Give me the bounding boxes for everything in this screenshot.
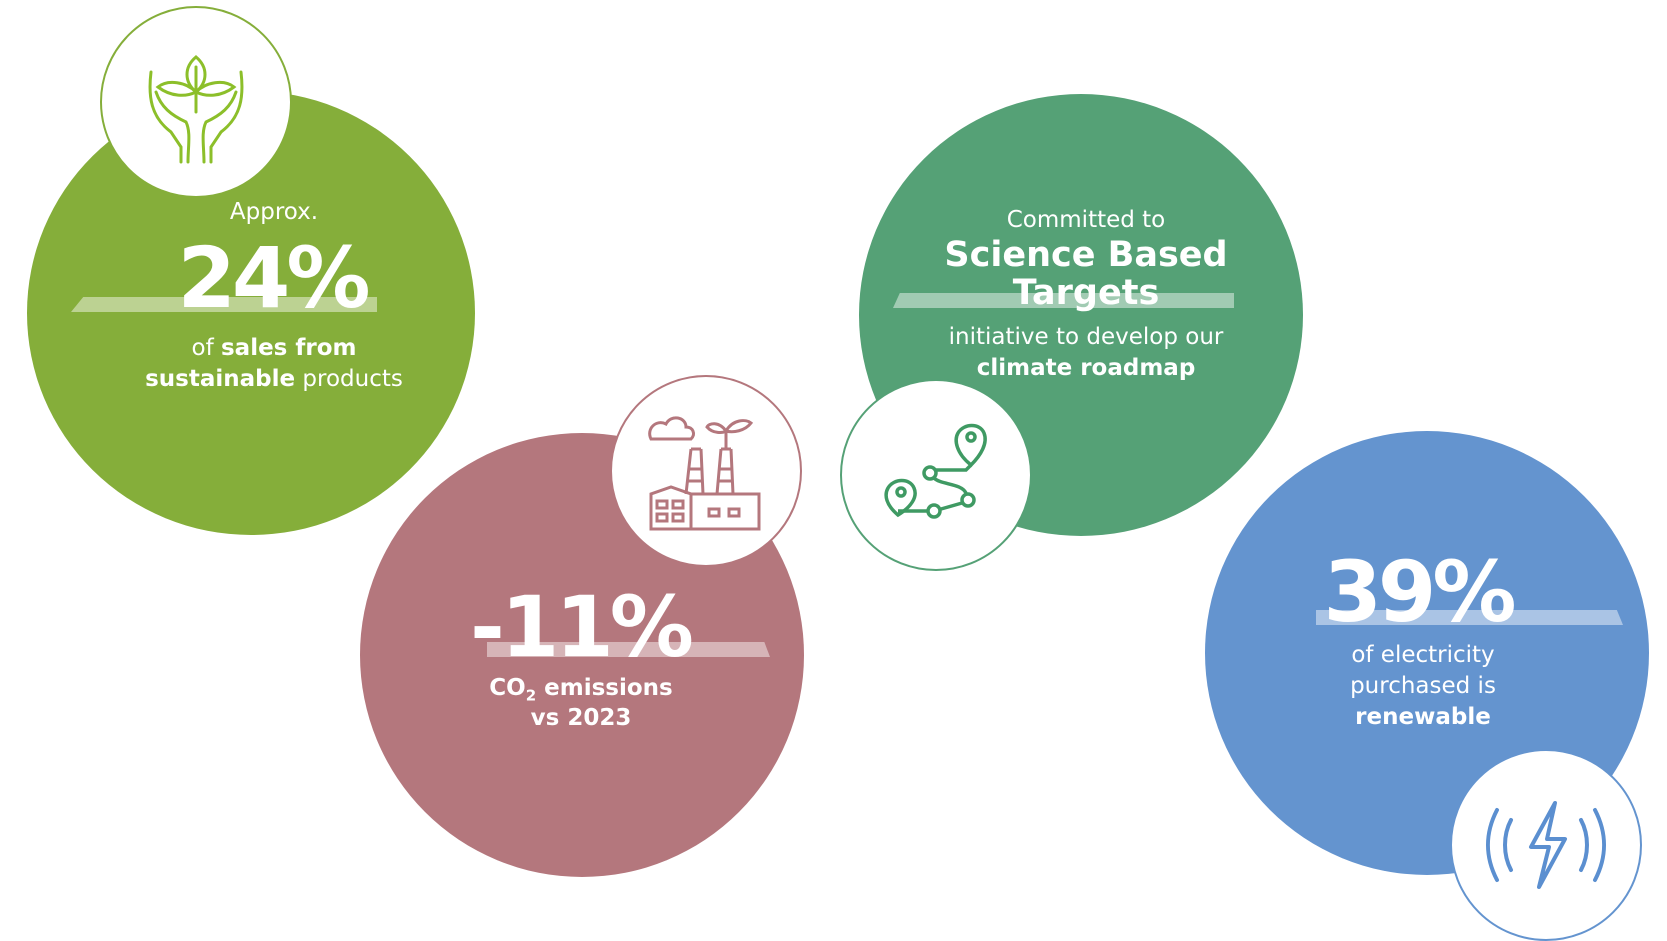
highlight-band [893, 293, 1234, 308]
targets-description-line1: initiative to develop our [948, 324, 1224, 350]
highlight-band [71, 297, 377, 312]
highlight-band [487, 642, 770, 657]
factory-plant-icon [648, 415, 761, 530]
science-based-title: Science Based [944, 235, 1228, 275]
text: CO [489, 675, 526, 701]
sales-description-line1: of sales from [192, 333, 357, 364]
emissions-description-line1: CO2 emissions [489, 673, 672, 712]
targets-title: Targets [1012, 273, 1160, 313]
text-bold: sustainable [145, 366, 296, 392]
emissions-percentage: -11% [470, 578, 694, 676]
renewable-bolt-icon [1486, 801, 1606, 889]
factory-plant-icon-badge [610, 375, 802, 567]
text-bold: sales from [220, 335, 357, 361]
sales-description-line2: sustainable products [145, 364, 403, 395]
targets-description-line2: climate roadmap [976, 355, 1196, 381]
text: emissions [536, 675, 673, 701]
route-map-icon [884, 423, 987, 519]
route-map-icon-badge [840, 379, 1032, 571]
subscript: 2 [525, 686, 537, 705]
highlight-band [1316, 610, 1623, 625]
renewable-description-line2: purchased is [1350, 673, 1496, 699]
sales-percentage: 24% [177, 229, 370, 327]
text: products [295, 366, 403, 392]
renewable-percentage: 39% [1323, 543, 1516, 641]
renewable-description-line3: renewable [1355, 704, 1491, 730]
renewable-bolt-icon-badge [1450, 749, 1642, 941]
text: of [191, 335, 221, 361]
hands-plant-icon [148, 55, 244, 164]
renewable-description-line1: of electricity [1351, 642, 1495, 668]
emissions-description-line2: vs 2023 [530, 705, 632, 731]
hands-plant-icon-badge [100, 6, 292, 198]
approx-label: Approx. [229, 199, 319, 225]
committed-label: Committed to [1006, 207, 1166, 233]
